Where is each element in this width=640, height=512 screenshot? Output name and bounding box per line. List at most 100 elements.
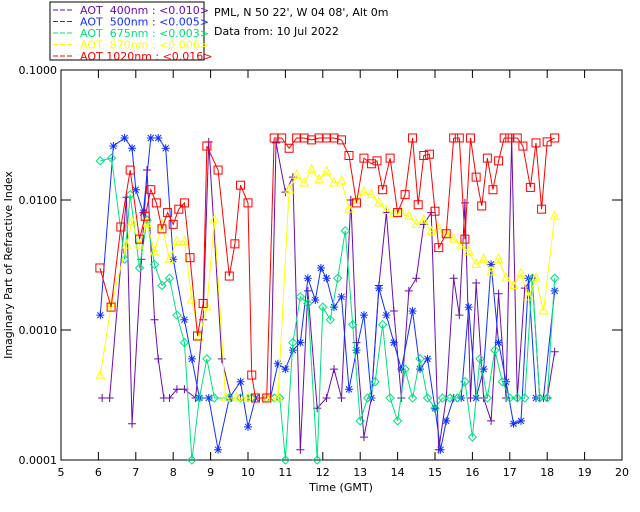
plus-marker [154, 354, 163, 363]
square-marker [494, 156, 504, 166]
diamond-marker [377, 319, 388, 330]
asterisk-marker [316, 263, 325, 272]
diamond-marker [549, 273, 560, 283]
diamond-marker [209, 393, 220, 403]
triangle-marker [149, 245, 160, 256]
y-tick-label: 0.0001 [19, 454, 58, 467]
plus-marker [359, 433, 368, 442]
x-tick-label: 10 [241, 466, 255, 479]
triangle-marker [471, 258, 481, 268]
plus-marker [404, 286, 413, 295]
diamond-marker [535, 393, 545, 403]
square-marker [125, 165, 135, 175]
square-marker [518, 141, 528, 151]
square-marker [488, 185, 498, 195]
x-tick-label: 20 [615, 466, 629, 479]
legend-box [49, 1, 205, 61]
plus-marker [217, 354, 226, 363]
series-line [99, 137, 556, 450]
square-marker [198, 298, 208, 308]
diamond-marker [512, 393, 522, 403]
square-marker [378, 185, 388, 195]
diamond-marker [164, 273, 175, 283]
plus-marker [165, 393, 174, 402]
triangle-marker [95, 368, 106, 379]
triangle-marker [426, 225, 437, 236]
legend-label: AOT 500nm : <0.005> [80, 16, 209, 29]
x-tick-label: 9 [207, 466, 214, 479]
asterisk-marker [154, 133, 163, 142]
asterisk-marker [344, 385, 353, 394]
triangle-marker [127, 215, 137, 226]
triangle-marker [448, 233, 459, 243]
square-marker [314, 133, 324, 143]
asterisk-marker [374, 284, 383, 293]
diamond-marker [482, 393, 493, 403]
square-marker [151, 198, 161, 208]
triangle-marker [172, 235, 182, 245]
triangle-marker [299, 176, 309, 187]
triangle-marker [441, 227, 452, 238]
x-tick-label: 13 [353, 466, 367, 479]
asterisk-marker [322, 274, 331, 283]
plus-marker [494, 289, 503, 298]
x-tick-label: 17 [503, 466, 517, 479]
series-aot-400nm [98, 133, 559, 454]
diamond-marker [520, 393, 530, 403]
triangle-marker [508, 279, 519, 289]
plus-marker [382, 208, 391, 217]
square-marker [477, 201, 487, 211]
asterisk-marker [442, 416, 451, 425]
plus-marker [455, 311, 464, 320]
diamond-marker [194, 393, 205, 403]
asterisk-marker [204, 393, 213, 402]
triangle-marker [478, 253, 489, 263]
plus-marker [449, 274, 458, 283]
square-marker [531, 138, 541, 148]
square-marker [550, 133, 560, 143]
x-tick-label: 12 [316, 466, 330, 479]
square-marker [537, 204, 547, 214]
diamond-marker [362, 393, 373, 403]
diamond-marker [325, 314, 335, 325]
square-marker [247, 370, 257, 380]
asterisk-marker [128, 144, 137, 153]
plus-marker [128, 419, 137, 428]
asterisk-marker [509, 419, 518, 428]
square-marker [329, 133, 339, 143]
asterisk-marker [303, 274, 312, 283]
triangle-marker [359, 185, 369, 196]
square-marker [185, 253, 195, 263]
diamond-marker [392, 416, 403, 426]
triangle-marker [374, 196, 384, 207]
diamond-marker [437, 393, 448, 403]
asterisk-marker [109, 142, 118, 151]
diamond-marker [149, 259, 160, 270]
triangle-marker [243, 391, 253, 402]
asterisk-marker [479, 365, 488, 374]
asterisk-marker [550, 286, 559, 295]
series-aot-1020nm [95, 133, 560, 403]
asterisk-marker [281, 365, 290, 374]
plus-marker [330, 365, 339, 374]
diamond-marker [415, 354, 425, 364]
diamond-marker [312, 455, 322, 465]
square-marker [337, 135, 346, 145]
square-marker [505, 133, 515, 143]
square-marker [146, 185, 156, 195]
plus-marker [337, 393, 346, 402]
diamond-marker [295, 292, 306, 302]
square-marker [299, 133, 309, 143]
square-marker [168, 219, 178, 229]
plus-marker [472, 278, 481, 287]
square-marker [372, 156, 382, 166]
square-marker [269, 133, 279, 143]
plus-marker [105, 393, 114, 402]
triangle-marker [456, 238, 466, 249]
triangle-marker [273, 391, 283, 402]
square-marker [424, 149, 434, 159]
triangle-marker [463, 245, 474, 256]
asterisk-marker [416, 365, 425, 374]
diamond-marker [119, 254, 130, 264]
square-marker [413, 200, 423, 210]
